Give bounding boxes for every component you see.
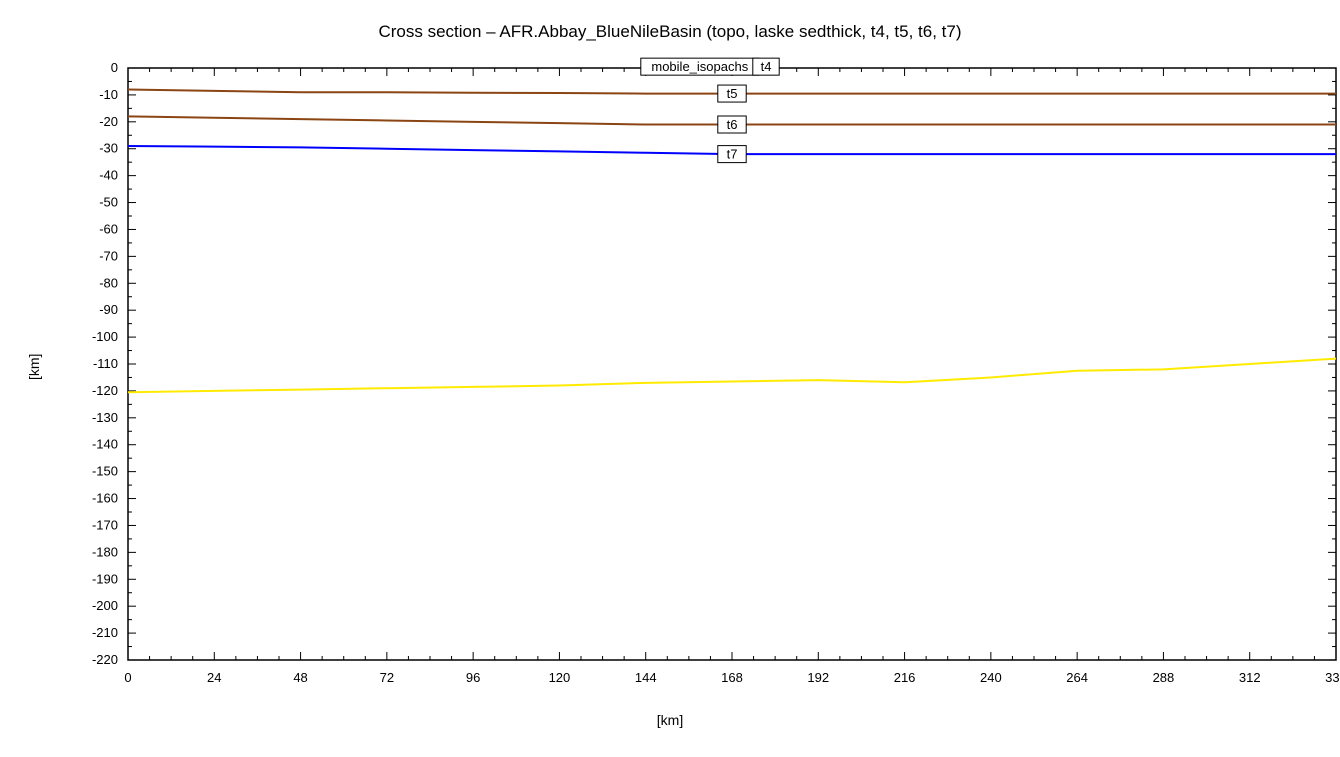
svg-text:-200: -200	[92, 598, 118, 613]
svg-text:-210: -210	[92, 625, 118, 640]
svg-text:-80: -80	[99, 275, 118, 290]
svg-text:-140: -140	[92, 437, 118, 452]
svg-text:-30: -30	[99, 141, 118, 156]
svg-text:-120: -120	[92, 383, 118, 398]
svg-text:48: 48	[293, 670, 307, 685]
chart-container: Cross section – AFR.Abbay_BlueNileBasin …	[0, 0, 1340, 757]
label-mobile-isopachs: mobile_isopachs	[651, 59, 748, 74]
svg-text:-170: -170	[92, 517, 118, 532]
svg-text:-110: -110	[93, 356, 118, 371]
svg-text:-60: -60	[99, 221, 118, 236]
svg-text:-10: -10	[99, 87, 118, 102]
svg-text:144: 144	[635, 670, 657, 685]
svg-text:96: 96	[466, 670, 480, 685]
svg-text:192: 192	[807, 670, 829, 685]
svg-text:216: 216	[894, 670, 916, 685]
svg-text:-150: -150	[92, 464, 118, 479]
svg-text:0: 0	[111, 60, 118, 75]
svg-text:24: 24	[207, 670, 221, 685]
label-t5: t5	[727, 86, 738, 101]
svg-text:-130: -130	[92, 410, 118, 425]
svg-text:-90: -90	[99, 302, 118, 317]
svg-text:-100: -100	[92, 329, 118, 344]
series-deep_yellow	[128, 359, 1336, 393]
label-t6: t6	[727, 117, 738, 132]
svg-text:-20: -20	[99, 114, 118, 129]
svg-text:-180: -180	[92, 544, 118, 559]
svg-text:-190: -190	[92, 571, 118, 586]
svg-text:-160: -160	[92, 491, 118, 506]
svg-text:120: 120	[549, 670, 571, 685]
svg-text:312: 312	[1239, 670, 1261, 685]
svg-text:168: 168	[721, 670, 743, 685]
label-t4: t4	[761, 59, 772, 74]
chart-svg: 0 -10 -20 -30 -40 -50 -60 -70 -80 -90 -100 -110 -120…	[0, 0, 1340, 757]
svg-text:0: 0	[124, 670, 131, 685]
svg-text:72: 72	[380, 670, 394, 685]
svg-text:-40: -40	[99, 168, 118, 183]
svg-text:288: 288	[1153, 670, 1175, 685]
svg-text:264: 264	[1066, 670, 1088, 685]
svg-text:-70: -70	[99, 248, 118, 263]
label-t7: t7	[727, 147, 738, 162]
svg-text:336: 336	[1325, 670, 1340, 685]
svg-text:-50: -50	[99, 195, 118, 210]
svg-text:240: 240	[980, 670, 1002, 685]
svg-text:-220: -220	[92, 652, 118, 667]
